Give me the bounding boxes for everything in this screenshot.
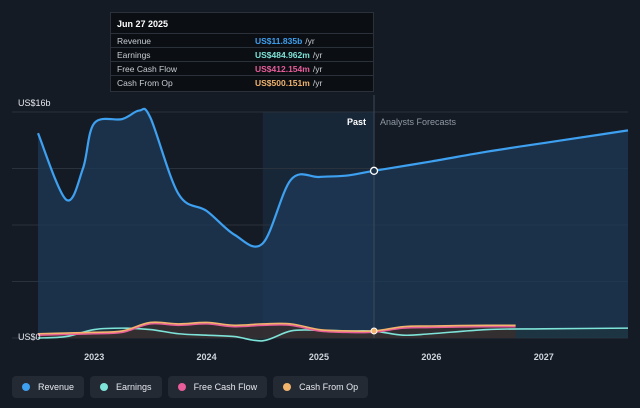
x-tick-label: 2025: [309, 352, 329, 362]
legend-item-revenue[interactable]: Revenue: [12, 376, 85, 398]
tooltip-date: Jun 27 2025: [117, 19, 169, 29]
x-tick-label: 2026: [421, 352, 441, 362]
x-tick-label: 2024: [197, 352, 217, 362]
legend-label: Free Cash Flow: [193, 382, 258, 392]
past-label: Past: [347, 117, 366, 127]
tooltip-row-unit: /yr: [305, 35, 315, 46]
tooltip-row-cash-from-op: Cash From Op US$500.151m /yr: [111, 75, 373, 89]
legend-dot-icon: [100, 383, 109, 391]
chart: Past Analysts Forecasts US$16b US$0 2023…: [12, 95, 629, 362]
series-areas: [38, 108, 628, 341]
tooltip-row-name: Free Cash Flow: [117, 63, 177, 74]
tooltip: Jun 27 2025 Revenue US$11.835b /yr Earni…: [110, 12, 374, 92]
legend-label: Cash From Op: [299, 382, 359, 392]
legend-item-earnings[interactable]: Earnings: [90, 376, 162, 398]
legend-dot-icon: [283, 383, 292, 391]
x-tick-label: 2023: [84, 352, 104, 362]
tooltip-row-name: Cash From Op: [117, 77, 173, 88]
series-line-earnings: [37, 327, 629, 342]
series-line-cash-from-op: [37, 321, 516, 335]
tooltip-row-name: Revenue: [117, 35, 152, 46]
revenue-highlight-point: [369, 166, 379, 175]
tooltip-row-free-cash-flow: Free Cash Flow US$412.154m /yr: [111, 61, 373, 75]
tooltip-row-value: US$500.151m: [255, 77, 310, 88]
highlight-markers: [369, 166, 379, 335]
series-area-revenue: [38, 108, 628, 338]
legend-label: Earnings: [116, 382, 152, 392]
legend-item-cash-from-op[interactable]: Cash From Op: [273, 376, 369, 398]
tooltip-row-unit: /yr: [312, 49, 323, 60]
legend-label: Revenue: [38, 382, 75, 392]
legend-dot-icon: [22, 383, 30, 391]
tooltip-row-earnings: Earnings US$484.962m /yr: [111, 47, 373, 61]
legend-item-free-cash-flow[interactable]: Free Cash Flow: [167, 376, 268, 398]
tooltip-row-value: US$484.962m: [255, 49, 310, 60]
tooltip-row-revenue: Revenue US$11.835b /yr: [111, 33, 373, 47]
series-line-free-cash-flow: [37, 322, 516, 336]
x-tick-label: 2027: [534, 352, 554, 362]
series-line-revenue: [36, 107, 629, 248]
legend-dot-icon: [177, 383, 186, 391]
y-axis-bottom-label: US$0: [18, 332, 41, 342]
forecast-label: Analysts Forecasts: [380, 117, 457, 127]
x-axis-ticks: 2023 2024 2025 2026 2027: [84, 352, 554, 362]
y-axis-top-label: US$16b: [18, 98, 51, 108]
legend: Revenue Earnings Free Cash Flow Cash Fro…: [12, 376, 369, 398]
series-lines: [36, 107, 629, 342]
tooltip-row-value: US$412.154m: [255, 63, 310, 74]
tooltip-row-unit: /yr: [312, 77, 323, 88]
tooltip-row-unit: /yr: [312, 63, 323, 74]
cash-from-op-highlight-point: [370, 327, 378, 335]
tooltip-row-name: Earnings: [117, 49, 151, 60]
tooltip-row-value: US$11.835b: [255, 35, 303, 46]
